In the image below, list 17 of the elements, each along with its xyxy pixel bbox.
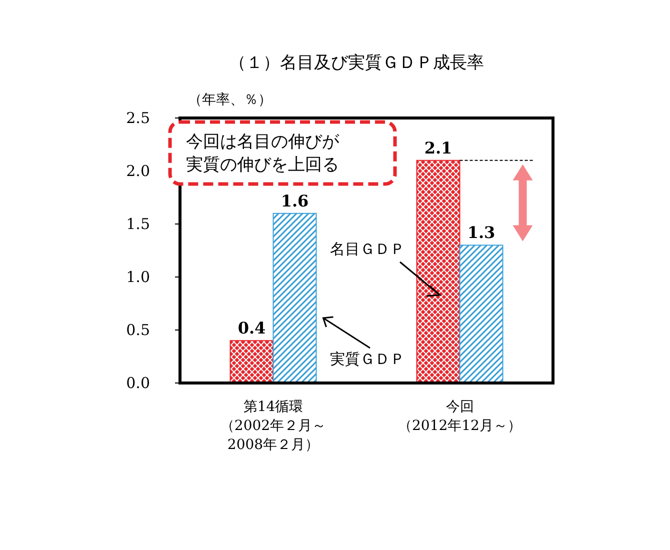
data-label: 1.3 [467, 223, 496, 242]
series-label: 実質ＧＤＰ [330, 350, 405, 368]
y-tick-label: 1.5 [126, 215, 150, 233]
x-tick-label: 今回（2012年12月～） [398, 399, 522, 434]
x-tick-label: 第14循環（2002年２月～2008年２月） [220, 399, 326, 453]
chart-title: （１）名目及び実質ＧＤＰ成長率 [229, 53, 484, 73]
series-label: 名目ＧＤＰ [330, 240, 405, 258]
y-tick-label: 0.5 [126, 321, 150, 339]
y-axis-title: （年率、％） [188, 92, 272, 108]
y-tick-label: 2.0 [126, 162, 150, 180]
y-tick-label: 1.0 [126, 268, 150, 286]
y-tick-label: 0.0 [126, 374, 150, 392]
data-label: 1.6 [280, 191, 309, 210]
data-label: 2.1 [424, 138, 452, 158]
y-tick-label: 2.5 [126, 109, 150, 127]
annotation: 今回は名目の伸びが実質の伸びを上回る [186, 132, 340, 175]
data-label: 0.4 [238, 318, 266, 338]
